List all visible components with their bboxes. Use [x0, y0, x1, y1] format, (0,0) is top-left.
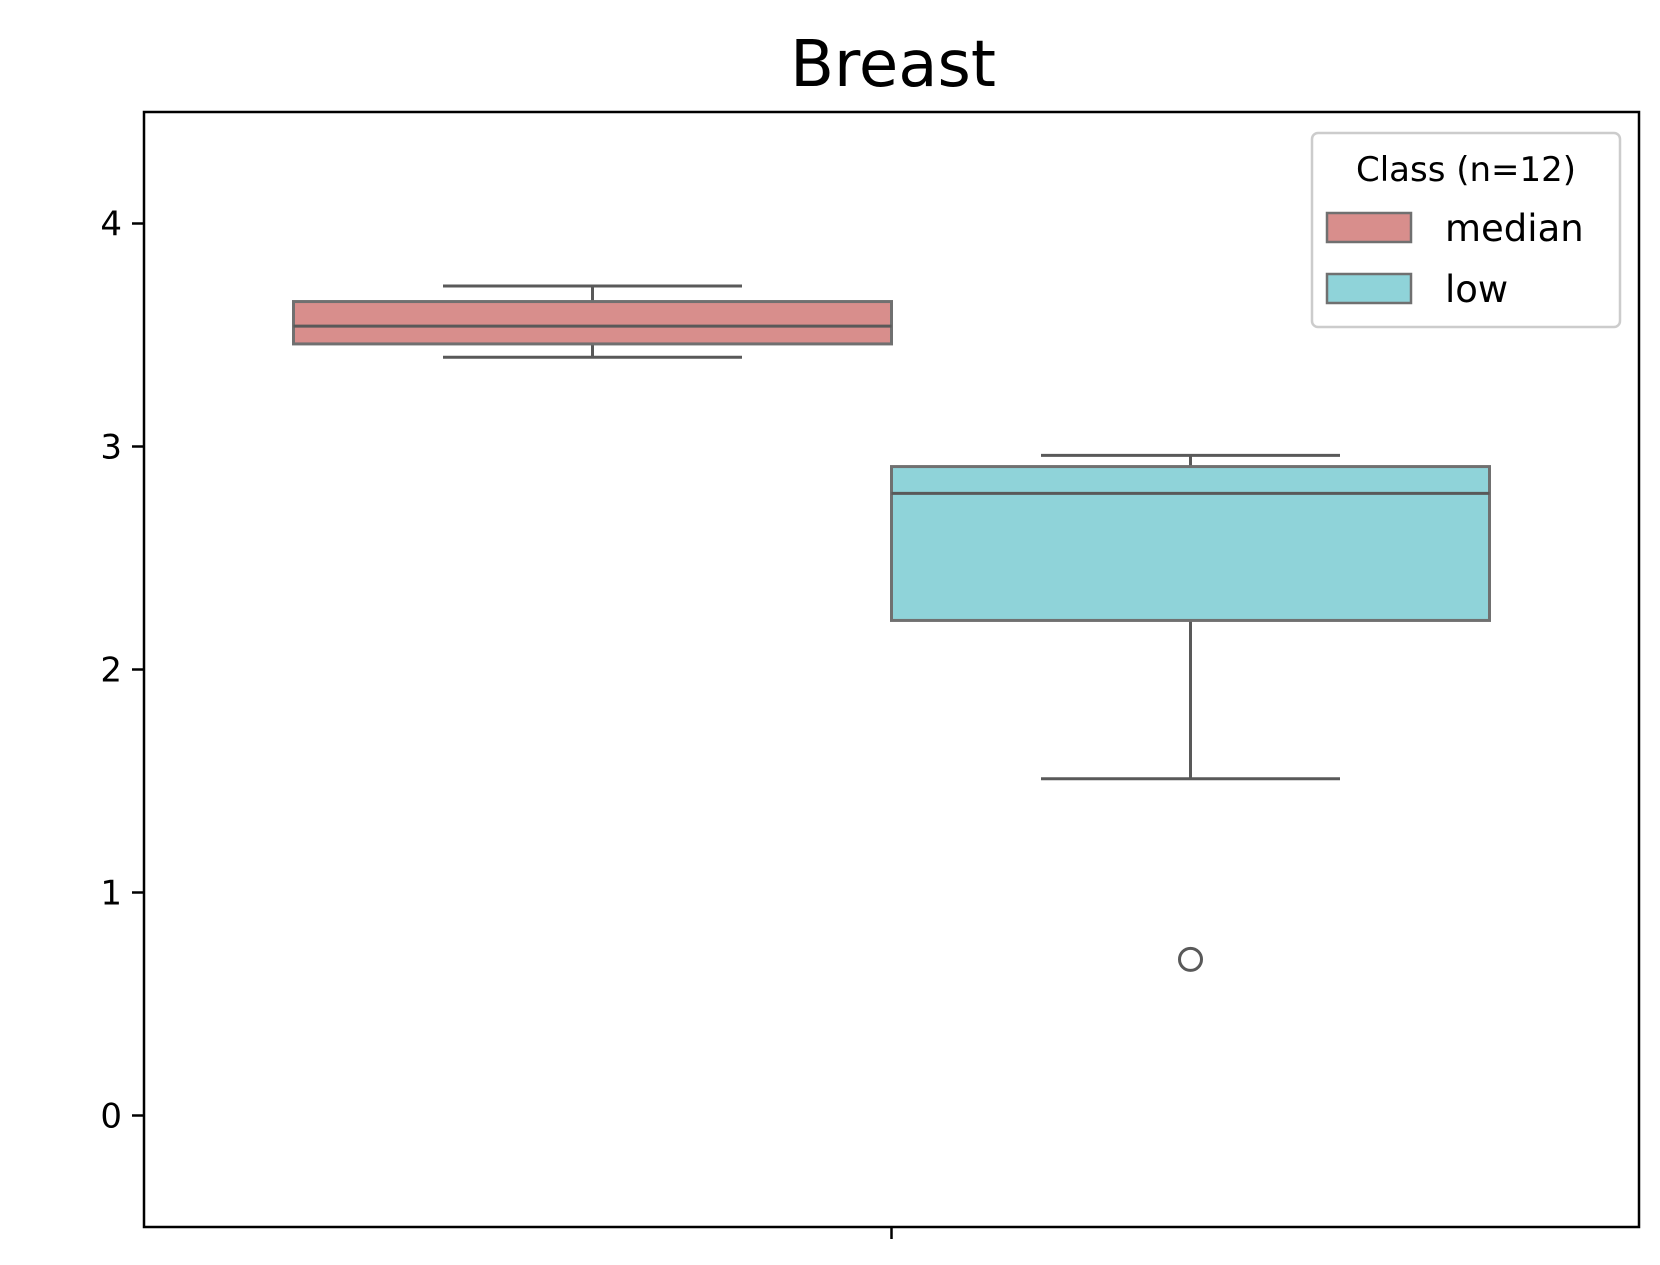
outlier-low: [1178, 946, 1203, 972]
legend-entries: median low: [1325, 207, 1584, 311]
legend-swatch-low: [1325, 272, 1413, 305]
y-axis: 0 1 2 3 4: [100, 205, 144, 1137]
legend-title: Class (n=12): [1356, 150, 1576, 190]
legend: Class (n=12) median low: [1310, 131, 1622, 329]
box-low: [890, 465, 1491, 622]
legend-label-median: median: [1445, 207, 1584, 250]
chart-title: Breast: [790, 28, 996, 102]
plot-frame: [142, 110, 1641, 1229]
boxes: [292, 284, 1491, 972]
y-tick-label: 0: [100, 1097, 122, 1137]
y-tick-label: 1: [100, 874, 122, 914]
legend-label-low: low: [1445, 268, 1508, 311]
legend-swatch-median: [1325, 211, 1413, 244]
box-median: [292, 300, 893, 346]
y-tick-label: 3: [100, 428, 122, 468]
y-tick-label: 4: [100, 205, 122, 245]
y-tick-label: 2: [100, 651, 122, 691]
